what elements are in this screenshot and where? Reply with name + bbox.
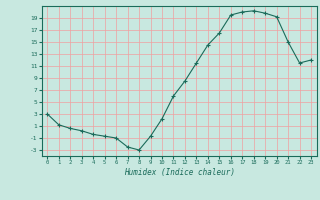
X-axis label: Humidex (Indice chaleur): Humidex (Indice chaleur): [124, 168, 235, 177]
